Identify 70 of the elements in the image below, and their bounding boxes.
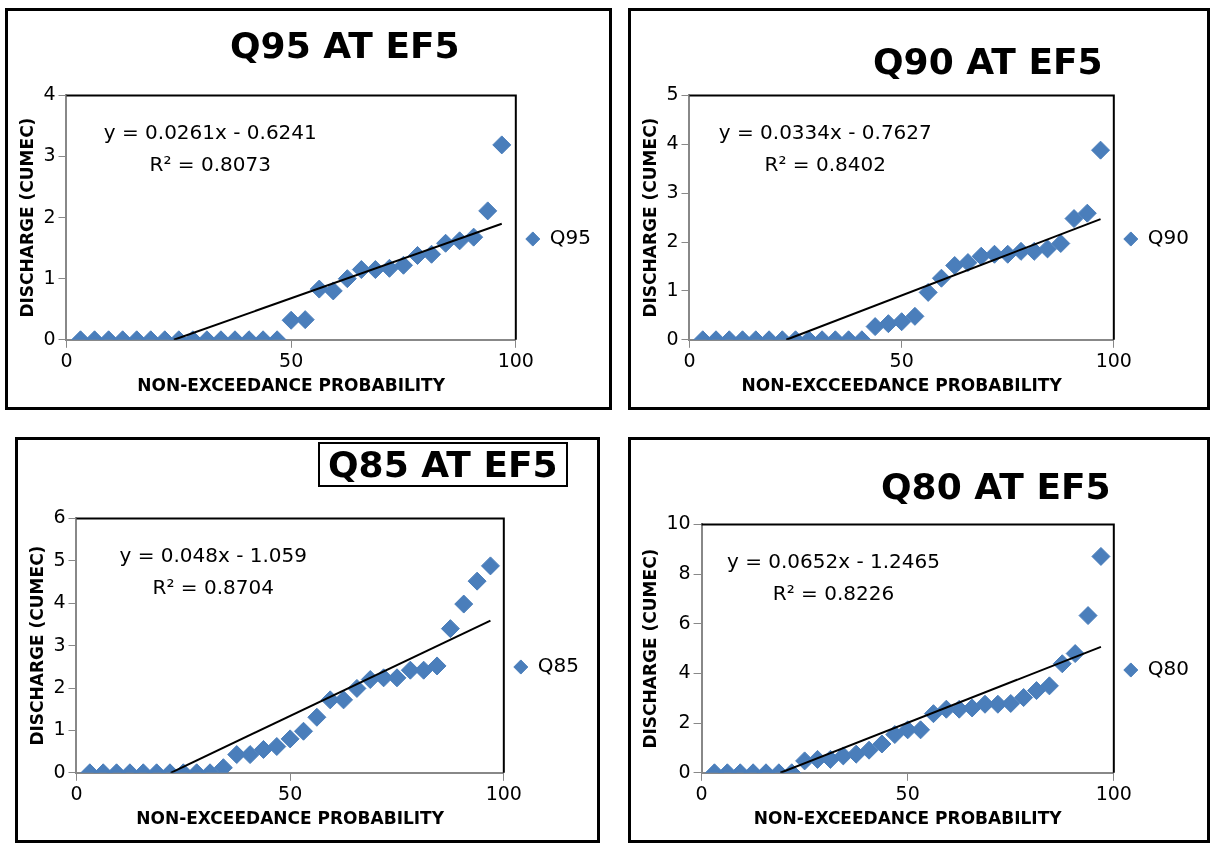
point: [1014, 688, 1034, 708]
x-tick-label: 100: [497, 349, 534, 372]
legend-label: Q90: [1147, 225, 1190, 250]
x-tick-label: 0: [695, 782, 708, 805]
x-tick-label: 0: [70, 782, 83, 805]
y-tick-label: 1: [666, 277, 679, 300]
x-axis-title: NON-EXCEEDANCE PROBABILITY: [136, 808, 445, 829]
point: [872, 734, 892, 754]
chart-title: Q95 AT EF5: [230, 25, 460, 66]
y-tick-label: 2: [53, 674, 66, 697]
y-tick-label: 0: [678, 759, 691, 782]
annotation: y = 0.0652x - 1.2465: [726, 548, 941, 573]
x-axis-title: NON-EXCCEEDANCE PROBABILITY: [741, 375, 1063, 396]
annotation: R² = 0.8704: [152, 574, 274, 599]
y-tick-label: 10: [666, 511, 691, 534]
x-tick-label: 50: [889, 349, 914, 372]
point: [911, 720, 931, 740]
chart-title: Q80 AT EF5: [881, 466, 1111, 507]
y-axis-title: DISCHARGE (CUMEC): [639, 548, 660, 749]
legend-label: Q95: [549, 225, 592, 250]
y-tick-label: 5: [53, 547, 66, 570]
point: [1091, 546, 1111, 566]
y-axis-title: DISCHARGE (CUMEC): [16, 117, 37, 318]
annotation: R² = 0.8073: [149, 151, 271, 176]
y-tick-label: 0: [666, 326, 679, 349]
x-axis-title: NON-EXCEEDANCE PROBABILITY: [137, 375, 446, 396]
y-tick-label: 4: [53, 590, 66, 613]
y-tick-label: 2: [43, 204, 56, 227]
point: [1039, 676, 1059, 696]
x-tick-label: 100: [485, 782, 522, 805]
point: [962, 698, 982, 718]
point: [859, 740, 879, 760]
y-tick-label: 3: [666, 180, 679, 203]
point: [1078, 606, 1098, 626]
y-tick-label: 4: [43, 82, 56, 105]
legend-label: Q80: [1147, 656, 1190, 681]
point: [1001, 694, 1021, 713]
point: [988, 694, 1008, 714]
x-tick-label: 50: [278, 782, 303, 805]
y-tick-label: 8: [678, 561, 691, 584]
chart-title: Q90 AT EF5: [873, 41, 1103, 82]
annotation: R² = 0.8402: [764, 151, 886, 176]
legend-label: Q85: [537, 653, 580, 678]
y-tick-label: 0: [43, 326, 56, 349]
y-tick-label: 6: [53, 505, 66, 528]
x-tick-label: 100: [1095, 349, 1132, 372]
annotation: y = 0.048x - 1.059: [119, 542, 308, 567]
y-tick-label: 6: [678, 610, 691, 633]
point: [846, 744, 866, 764]
annotation: y = 0.0334x - 0.7627: [718, 119, 932, 144]
y-tick-label: 3: [43, 143, 56, 166]
y-tick-label: 5: [666, 82, 679, 105]
y-tick-label: 0: [53, 759, 66, 782]
x-tick-label: 100: [1095, 782, 1132, 805]
annotation: y = 0.0261x - 0.6241: [103, 119, 317, 144]
y-tick-label: 3: [53, 632, 66, 655]
x-tick-label: 50: [895, 782, 920, 805]
annotation: R² = 0.8226: [772, 580, 895, 605]
x-tick-label: 50: [279, 349, 304, 372]
y-axis-title: DISCHARGE (CUMEC): [639, 117, 660, 318]
y-tick-label: 1: [43, 265, 56, 288]
y-tick-label: 1: [53, 717, 66, 740]
chart-title: Q85 AT EF5: [318, 442, 568, 487]
x-axis-title: NON-EXCEEDANCE PROBABILITY: [753, 808, 1063, 829]
y-tick-label: 4: [666, 131, 679, 154]
y-tick-label: 2: [666, 228, 679, 251]
y-tick-label: 2: [678, 710, 691, 733]
y-axis-title: DISCHARGE (CUMEC): [26, 545, 47, 746]
y-tick-label: 4: [678, 660, 691, 683]
point: [1027, 681, 1047, 701]
